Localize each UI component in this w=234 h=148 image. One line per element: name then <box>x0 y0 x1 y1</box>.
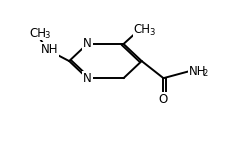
Text: NH: NH <box>189 65 206 78</box>
Text: 3: 3 <box>45 31 50 40</box>
Text: N: N <box>83 37 92 50</box>
Text: N: N <box>83 72 92 85</box>
Text: 3: 3 <box>149 28 154 37</box>
Text: O: O <box>159 93 168 106</box>
Text: CH: CH <box>133 23 150 36</box>
Text: NH: NH <box>40 43 58 56</box>
Text: CH: CH <box>29 27 46 40</box>
Text: 2: 2 <box>202 69 207 78</box>
